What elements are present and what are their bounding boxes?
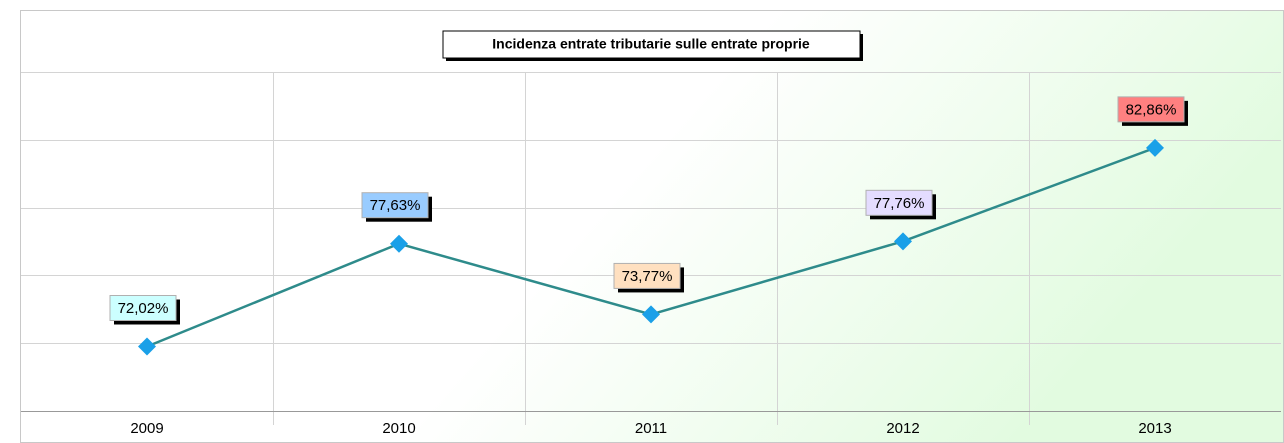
x-tick-label: 2013 bbox=[1138, 420, 1171, 437]
data-marker bbox=[642, 305, 660, 324]
chart-title: Incidenza entrate tributarie sulle entra… bbox=[492, 36, 810, 52]
value-label: 82,86% bbox=[1126, 101, 1177, 118]
value-label-box bbox=[1117, 96, 1185, 123]
chart-frame bbox=[20, 10, 1284, 443]
value-label: 72,02% bbox=[118, 300, 169, 317]
value-label-box bbox=[361, 192, 429, 219]
value-label: 77,76% bbox=[874, 195, 925, 212]
data-marker bbox=[1146, 138, 1164, 157]
value-label: 77,63% bbox=[370, 197, 421, 214]
x-tick-label: 2009 bbox=[130, 420, 163, 437]
x-tick-label: 2010 bbox=[382, 420, 415, 437]
data-marker bbox=[390, 234, 408, 253]
value-label-box bbox=[865, 189, 933, 216]
title-box bbox=[442, 30, 861, 59]
data-marker bbox=[138, 337, 156, 356]
value-label-box bbox=[109, 294, 177, 321]
value-label: 73,77% bbox=[622, 268, 673, 285]
data-marker bbox=[894, 232, 912, 251]
x-tick-label: 2012 bbox=[886, 420, 919, 437]
value-label-box bbox=[613, 262, 681, 289]
x-tick-label: 2011 bbox=[635, 420, 667, 437]
